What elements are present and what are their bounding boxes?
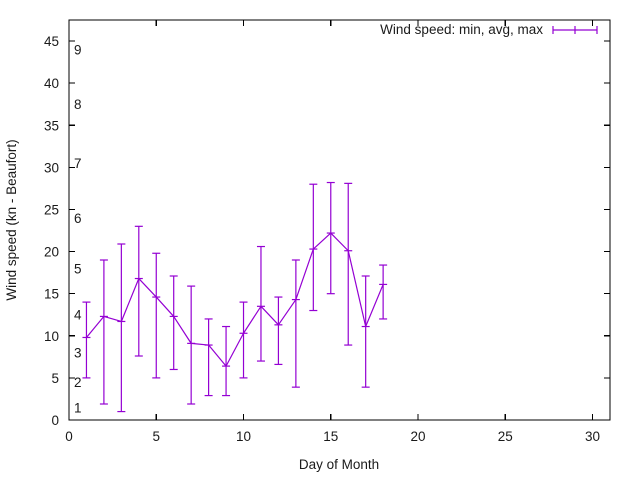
legend-sample-errorbar (552, 26, 598, 34)
avg-wind-speed-line (85, 232, 384, 367)
x-tick-label: 15 (323, 429, 338, 444)
x-tick-label: 5 (153, 429, 161, 444)
x-tick-label: 25 (498, 429, 513, 444)
y-tick-label: 40 (44, 76, 59, 91)
y-tick-label: 35 (44, 118, 59, 133)
x-tick-label: 0 (65, 429, 73, 444)
x-tick-label: 20 (411, 429, 426, 444)
y-tick-label: 20 (44, 245, 59, 260)
plot-frame (68, 19, 611, 421)
error-bars (82, 181, 388, 413)
beaufort-force-label: 1 (74, 400, 82, 415)
x-axis: 0 5 10 15 20 25 30 (65, 20, 600, 444)
y-tick-label: 15 (44, 287, 59, 302)
y-tick-label: 45 (44, 34, 59, 49)
avg-markers (82, 232, 388, 367)
legend-label-wind-speed: Wind speed: min, avg, max (380, 22, 543, 37)
beaufort-force-label: 2 (74, 375, 82, 390)
y-tick-label: 5 (51, 371, 59, 386)
legend: Wind speed: min, avg, max (380, 22, 598, 37)
beaufort-force-label: 8 (74, 97, 82, 112)
beaufort-force-label: 5 (74, 261, 82, 276)
y-axis-title: Wind speed (kn - Beaufort) (4, 139, 19, 300)
beaufort-force-label: 6 (74, 211, 82, 226)
y-tick-label: 0 (51, 413, 59, 428)
beaufort-force-label: 3 (74, 346, 82, 361)
beaufort-force-label: 4 (74, 308, 82, 323)
beaufort-force-label: 9 (74, 42, 82, 57)
beaufort-force-label: 7 (74, 156, 82, 171)
x-axis-title: Day of Month (299, 457, 379, 472)
beaufort-scale-labels: 1 2 3 4 5 6 7 8 9 (74, 42, 82, 415)
y-tick-label: 10 (44, 329, 59, 344)
x-tick-label: 30 (585, 429, 600, 444)
y-tick-label: 30 (44, 160, 59, 175)
y-tick-label: 25 (44, 202, 59, 217)
x-tick-label: 10 (236, 429, 251, 444)
